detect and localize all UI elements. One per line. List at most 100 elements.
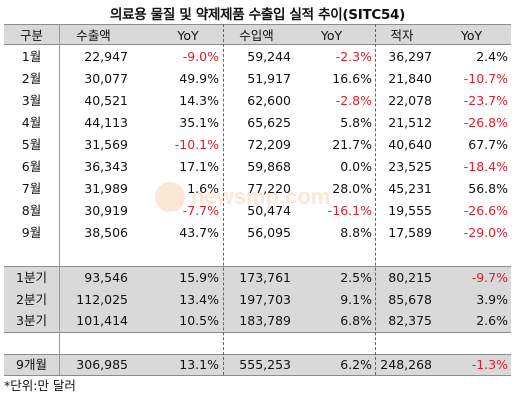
- table-row: 3월 40,521 14.3% 62,600 -2.8% 22,078 -23.7%: [4, 90, 511, 111]
- column-divider: [223, 24, 224, 375]
- export-yoy: 13.4%: [179, 291, 219, 307]
- table-title: 의료용 물질 및 약제제품 수출입 실적 추이(SITC54): [109, 7, 406, 23]
- deficit-yoy: -1.3%: [471, 357, 508, 372]
- row-label: 1월: [21, 49, 42, 64]
- import-yoy: 16.6%: [332, 71, 372, 86]
- import-yoy: -2.3%: [335, 49, 372, 64]
- import-value: 77,220: [247, 181, 291, 196]
- watermark: newsmp.com: [155, 178, 355, 218]
- deficit-yoy: -26.8%: [463, 115, 508, 130]
- divider: [4, 375, 511, 376]
- row-label: 2월: [21, 71, 42, 86]
- import-value: 62,600: [247, 93, 291, 108]
- export-yoy: -7.7%: [182, 203, 219, 218]
- quarterly-band: [4, 266, 511, 332]
- import-yoy: 5.8%: [340, 115, 372, 130]
- import-yoy: 21.7%: [332, 137, 372, 152]
- export-value: 101,414: [76, 313, 128, 328]
- export-value: 31,989: [84, 181, 128, 196]
- deficit-yoy: -26.6%: [463, 203, 508, 218]
- deficit-value: 85,678: [388, 291, 432, 307]
- import-yoy: -16.1%: [327, 203, 372, 218]
- import-value: 65,625: [247, 115, 291, 130]
- export-yoy: -10.1%: [174, 137, 219, 152]
- import-yoy: 9.1%: [340, 291, 372, 307]
- quarter-row: 3분기 101,414 10.5% 183,789 6.8% 82,375 2.6%: [4, 310, 511, 331]
- export-value: 112,025: [76, 291, 128, 307]
- table-row: 9월 38,506 43.7% 56,095 8.8% 17,589 -29.0%: [4, 222, 511, 243]
- import-value: 555,253: [239, 357, 291, 372]
- total-row: 9개월 306,985 13.1% 555,253 6.2% 248,268 -1.3%: [4, 354, 511, 375]
- header-import: 수입액: [239, 28, 274, 43]
- export-value: 93,546: [84, 270, 128, 285]
- import-yoy: -2.8%: [335, 93, 372, 108]
- row-label: 5월: [21, 137, 42, 152]
- export-yoy: 13.1%: [179, 357, 219, 372]
- export-yoy: 1.6%: [187, 181, 219, 196]
- deficit-yoy: 2.6%: [476, 313, 508, 328]
- deficit-value: 17,589: [388, 225, 432, 240]
- deficit-value: 21,840: [388, 71, 432, 86]
- export-value: 31,569: [84, 137, 128, 152]
- deficit-value: 248,268: [380, 357, 432, 372]
- deficit-value: 21,512: [388, 115, 432, 130]
- table-header: 구분 수출액 YoY 수입액 YoY 적자 YoY: [4, 24, 511, 45]
- row-label: 3분기: [16, 313, 47, 328]
- header-export: 수출액: [76, 28, 111, 43]
- deficit-yoy: 3.9%: [476, 291, 508, 307]
- import-yoy: 28.0%: [332, 181, 372, 196]
- deficit-yoy: -9.7%: [471, 270, 508, 285]
- export-value: 36,343: [84, 159, 128, 174]
- export-value: 306,985: [76, 357, 128, 372]
- import-value: 56,095: [247, 225, 291, 240]
- deficit-yoy: -10.7%: [463, 71, 508, 86]
- export-value: 30,077: [84, 71, 128, 86]
- row-label: 3월: [21, 93, 42, 108]
- import-value: 59,868: [247, 159, 291, 174]
- header-export-yoy: YoY: [177, 28, 199, 43]
- export-yoy: 15.9%: [179, 270, 219, 285]
- export-yoy: 43.7%: [179, 225, 219, 240]
- import-value: 72,209: [247, 137, 291, 152]
- row-label: 6월: [21, 159, 42, 174]
- import-yoy: 0.0%: [340, 159, 372, 174]
- header-deficit: 적자: [390, 28, 414, 43]
- table-row: 6월 36,343 17.1% 59,868 0.0% 23,525 -18.4%: [4, 156, 511, 177]
- table-row: 2월 30,077 49.9% 51,917 16.6% 21,840 -10.7%: [4, 68, 511, 89]
- deficit-value: 82,375: [388, 313, 432, 328]
- export-yoy: -9.0%: [182, 49, 219, 64]
- export-yoy: 17.1%: [179, 159, 219, 174]
- table-row: 4월 44,113 35.1% 65,625 5.8% 21,512 -26.8%: [4, 112, 511, 133]
- column-divider: [375, 24, 376, 375]
- column-divider: [59, 24, 60, 375]
- import-value: 50,474: [247, 203, 291, 218]
- watermark-text: newsmp.com: [191, 184, 331, 209]
- import-value: 197,703: [239, 291, 291, 307]
- row-label: 9월: [21, 225, 42, 240]
- export-value: 40,521: [84, 93, 128, 108]
- header-category: 구분: [19, 28, 43, 43]
- import-yoy: 6.8%: [340, 313, 372, 328]
- deficit-value: 40,640: [388, 137, 432, 152]
- table-row: 8월 30,919 -7.7% 50,474 -16.1% 19,555 -26.6%: [4, 200, 511, 221]
- deficit-value: 19,555: [388, 203, 432, 218]
- export-value: 22,947: [84, 49, 128, 64]
- row-label: 4월: [21, 115, 42, 130]
- export-yoy: 35.1%: [179, 115, 219, 130]
- row-label: 1분기: [16, 270, 47, 285]
- total-band: [4, 354, 511, 375]
- deficit-yoy: -29.0%: [463, 225, 508, 240]
- row-label: 2분기: [16, 291, 47, 307]
- export-yoy: 10.5%: [179, 313, 219, 328]
- deficit-value: 23,525: [388, 159, 432, 174]
- row-label: 7월: [21, 181, 42, 196]
- deficit-value: 22,078: [388, 93, 432, 108]
- row-label: 9개월: [16, 357, 47, 372]
- export-value: 30,919: [84, 203, 128, 218]
- import-yoy: 6.2%: [340, 357, 372, 372]
- deficit-yoy: 56.8%: [468, 181, 508, 196]
- import-yoy: 8.8%: [340, 225, 372, 240]
- deficit-value: 80,215: [388, 270, 432, 285]
- header-import-yoy: YoY: [320, 28, 343, 43]
- deficit-yoy: -18.4%: [463, 159, 508, 174]
